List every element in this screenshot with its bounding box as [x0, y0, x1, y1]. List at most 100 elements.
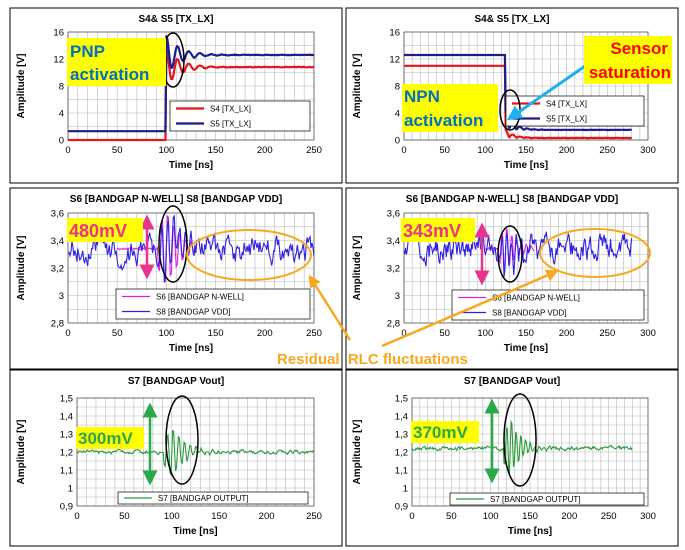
y-tick-label: 3,4: [387, 236, 400, 247]
x-tick-label: 200: [559, 328, 575, 339]
x-tick-label: 200: [559, 145, 575, 156]
y-axis-label: Amplitude [V]: [16, 236, 27, 301]
series-line-1: [68, 48, 315, 142]
y-axis-label: Amplitude [V]: [16, 54, 27, 119]
chart-title: S7 [BANDGAP Vout]: [128, 376, 224, 387]
swing-box-4: [411, 421, 479, 443]
y-tick-label: 2,8: [387, 319, 400, 330]
x-tick-label: 150: [518, 145, 534, 156]
npn-label-line1: NPN: [404, 87, 440, 106]
residual-arrow-left: [308, 274, 352, 341]
burst-highlight-ellipse: [497, 225, 523, 283]
chart-panel-3: S6 [BANDGAP N-WELL] S8 [BANDGAP VDD] 0 50 1…: [9, 187, 343, 370]
x-tick-label: 250: [306, 511, 322, 522]
legend: S4 [TX_LX] S5 [TX_LX]: [505, 95, 645, 127]
series-line-2: [68, 35, 314, 133]
x-tick-label: 200: [259, 511, 275, 522]
y-axis-label: Amplitude [V]: [352, 54, 363, 119]
y-tick-label: 2,8: [51, 319, 64, 330]
x-tick-label: 200: [257, 328, 273, 339]
x-tick-label: 0: [401, 145, 406, 156]
x-tick-label: 50: [119, 511, 130, 522]
legend: S6 [BANDGAP N-WELL] S8 [BANDGAP VDD]: [451, 289, 645, 321]
x-axis-label: Time [ns]: [173, 526, 217, 537]
y-tick-label: 1,1: [60, 466, 73, 477]
x-tick-label: 100: [483, 511, 499, 522]
burst-highlight-ellipse: [158, 205, 188, 283]
x-tick-label: 300: [640, 145, 656, 156]
x-axis-label: Time [ns]: [169, 343, 213, 354]
y-axis-label: Amplitude [V]: [16, 420, 27, 485]
y-tick-label: 3,2: [51, 264, 64, 275]
y-tick-label: 0,9: [395, 502, 408, 513]
x-tick-label: 250: [599, 145, 615, 156]
plot-area: [67, 212, 315, 324]
y-tick-label: 1,5: [60, 394, 73, 405]
swing-box-1: [67, 218, 143, 242]
pnp-label-line2: activation: [70, 65, 149, 84]
chart-title: S6 [BANDGAP N-WELL] S8 [BANDGAP VDD]: [406, 194, 618, 205]
legend-box: [117, 491, 309, 505]
legend-label: S5 [TX_LX]: [210, 120, 251, 129]
x-tick-label: 200: [257, 145, 273, 156]
residual-arrow-right: [381, 269, 559, 348]
legend-box: [449, 492, 645, 506]
legend: S7 [BANDGAP OUTPUT]: [449, 492, 645, 506]
swing-value-2: 343mV: [403, 221, 461, 241]
chart-panel-2: S4& S5 [TX_LX] 0 50 100 150 200 250 300 0 4 8 12 16 T…: [345, 7, 679, 184]
legend-label: S6 [BANDGAP N-WELL]: [492, 294, 580, 303]
y-tick-label: 3,6: [387, 209, 400, 220]
legend-label: S5 [TX_LX]: [546, 115, 587, 124]
pnp-label-line1: PNP: [70, 42, 105, 61]
x-tick-label: 0: [74, 511, 79, 522]
x-tick-label: 150: [522, 511, 538, 522]
chart-panel-6: S7 [BANDGAP Vout] 0 50 100 150 200 250 300 0,9 1 1…: [345, 369, 679, 547]
chart-title: S4& S5 [TX_LX]: [474, 14, 549, 25]
y-tick-label: 3,6: [51, 209, 64, 220]
x-tick-label: 300: [640, 511, 656, 522]
npn-label-line2: activation: [404, 111, 483, 130]
swing-box-2: [401, 218, 475, 242]
chart-title: S6 [BANDGAP N-WELL] S8 [BANDGAP VDD]: [70, 194, 282, 205]
y-tick-label: 3,4: [51, 236, 64, 247]
y-tick-label: 8: [395, 82, 400, 93]
y-tick-label: 0,9: [60, 502, 73, 513]
swing-value-1: 480mV: [69, 221, 127, 241]
y-tick-label: 1: [403, 484, 408, 495]
series-line-1: [485, 228, 535, 270]
annotation-layer: PNP activation NPN activation Sensor sat…: [67, 32, 672, 487]
x-axis-label: Time [ns]: [504, 343, 548, 354]
legend: S4 [TX_LX] S5 [TX_LX]: [169, 100, 311, 132]
y-tick-label: 8: [59, 82, 64, 93]
y-tick-label: 1,3: [60, 430, 73, 441]
burst-highlight-ellipse: [503, 393, 537, 487]
x-tick-label: 150: [208, 328, 224, 339]
y-tick-label: 3,2: [387, 264, 400, 275]
series-line-1: [76, 429, 315, 477]
legend-label: S8 [BANDGAP VDD]: [492, 309, 567, 318]
y-tick-label: 1,2: [395, 448, 408, 459]
x-tick-label: 200: [561, 511, 577, 522]
legend-label: S7 [BANDGAP OUTPUT]: [490, 495, 581, 504]
x-axis-label: Time [ns]: [508, 526, 552, 537]
x-tick-label: 150: [211, 511, 227, 522]
x-tick-label: 250: [306, 145, 322, 156]
series-line-2: [403, 231, 633, 277]
y-tick-label: 1,4: [60, 412, 73, 423]
legend: S7 [BANDGAP OUTPUT]: [117, 491, 309, 505]
x-tick-label: 100: [158, 328, 174, 339]
legend-box: [451, 289, 645, 321]
sensor-label-box: [584, 36, 672, 84]
y-tick-label: 1,1: [395, 466, 408, 477]
x-tick-label: 100: [477, 145, 493, 156]
y-tick-label: 1,2: [60, 448, 73, 459]
series-line-2: [404, 53, 632, 132]
npn-label-box: [402, 84, 498, 132]
x-tick-label: 250: [601, 511, 617, 522]
y-tick-label: 3: [395, 291, 400, 302]
legend-label: S8 [BANDGAP VDD]: [156, 308, 231, 317]
y-tick-label: 3: [59, 291, 64, 302]
x-tick-label: 0: [65, 145, 70, 156]
plot-area: [411, 397, 649, 507]
